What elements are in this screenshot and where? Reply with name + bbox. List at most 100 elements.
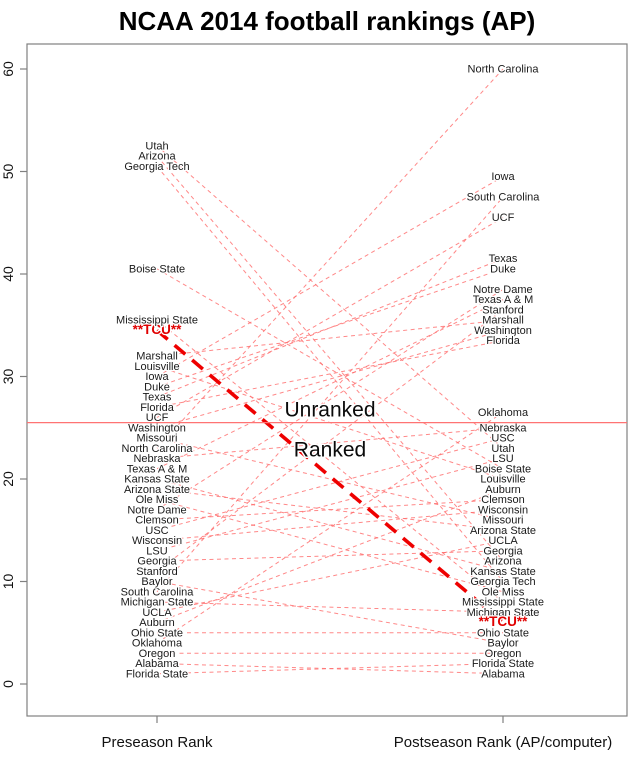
team-label-post: Oklahoma [478,407,529,419]
team-line [156,176,504,377]
team-label-pre: Florida State [126,668,188,680]
y-tick-label: 10 [0,574,16,590]
team-label-pre-highlight: **TCU** [133,322,183,337]
team-label-post: South Carolina [467,192,541,204]
zone-label-unranked: Unranked [284,399,375,422]
team-label-post: Ohio State [477,627,529,639]
team-label-post: Oregon [485,648,522,660]
team-line [156,509,504,541]
team-label-pre: Iowa [145,371,169,383]
team-line [156,268,504,470]
team-label-post: Ole Miss [482,586,525,598]
team-line [156,540,504,613]
team-label-pre: Duke [144,381,170,393]
team-label-post: Nebraska [479,422,527,434]
team-label-pre: UCLA [142,607,172,619]
team-label-pre: Oregon [139,648,176,660]
y-tick-label: 50 [0,164,16,180]
team-label-post: Baylor [487,638,519,650]
team-label-pre: Georgia Tech [124,161,189,173]
team-label-pre: Missouri [137,433,178,445]
team-label-post: Alabama [481,668,525,680]
team-label-post: UCF [492,212,515,224]
team-label-pre: Utah [145,140,168,152]
zone-label-ranked: Ranked [294,439,366,462]
team-label-pre: Ole Miss [136,494,179,506]
team-label-post: Iowa [491,171,515,183]
plot-border [26,43,628,717]
team-label-post: Boise State [475,463,531,475]
team-label-pre: Florida [140,402,175,414]
team-label-post: Georgia Tech [470,576,535,588]
team-line [156,155,504,562]
team-line [156,217,504,418]
team-label-post: North Carolina [468,64,540,76]
team-label-pre: Texas [143,392,172,404]
x-axis-label-pre: Preseason Rank [102,734,213,751]
team-label-post: Louisville [480,474,525,486]
team-label-post: Wisconsin [478,504,528,516]
team-label-pre: Michigan State [121,597,194,609]
team-line [156,145,504,449]
team-label-post: Arizona [484,556,522,568]
team-label-pre: Clemson [135,515,178,527]
team-label-pre: UCF [146,412,169,424]
team-line [156,196,504,593]
team-label-post: Utah [491,443,514,455]
team-line-highlight [155,328,505,624]
team-label-pre: Alabama [135,658,179,670]
team-label-post: Georgia [483,545,523,557]
team-label-pre: Nebraska [133,453,181,465]
team-line [156,268,504,388]
team-label-post: Arizona State [470,525,536,537]
team-label-post: UCLA [488,535,518,547]
team-label-pre: Marshall [136,351,178,363]
team-line [156,309,504,572]
team-line [156,68,504,449]
team-label-post: Texas [489,253,518,265]
team-label-pre: Oklahoma [132,638,183,650]
team-label-post: Marshall [482,315,524,327]
team-line [156,499,504,593]
team-line [156,601,504,613]
team-label-post: Texas A & M [473,294,534,306]
team-label-pre: North Carolina [122,443,194,455]
team-label-pre: Ohio State [131,627,183,639]
team-label-post: USC [491,433,514,445]
team-label-post: Mississippi State [462,597,544,609]
team-label-pre: Notre Dame [127,504,186,516]
team-label-post: Duke [490,263,516,275]
team-label-pre: Arizona State [124,484,190,496]
team-line [156,319,504,357]
team-line [156,288,504,511]
team-label-post: Florida [486,335,521,347]
team-label-post: Stanford [482,304,524,316]
team-line [156,437,504,521]
y-tick-label: 30 [0,369,16,385]
team-label-post: Missouri [483,515,524,527]
team-label-post: Auburn [485,484,520,496]
team-label-pre: Washington [128,422,186,434]
team-label-pre: Kansas State [124,474,189,486]
team-line [156,550,504,562]
team-label-pre: Georgia [137,556,177,568]
team-line [156,488,504,623]
team-label-pre: Baylor [141,576,173,588]
y-tick-label: 0 [0,680,16,688]
team-label-pre: Auburn [139,617,174,629]
chart-title: NCAA 2014 football rankings (AP) [118,6,536,36]
team-label-pre: USC [145,525,168,537]
team-label-post: Kansas State [470,566,535,578]
team-label-pre: South Carolina [121,586,195,598]
team-label-post: Michigan State [467,607,540,619]
team-label-pre: Texas A & M [127,463,188,475]
team-label-post: Washington [474,325,532,337]
y-tick-label: 60 [0,61,16,77]
team-label-post-highlight: **TCU** [479,614,529,629]
team-label-post: Clemson [481,494,524,506]
y-tick-label: 20 [0,471,16,487]
team-label-pre: Wisconsin [132,535,182,547]
x-axis-label-post: Postseason Rank (AP/computer) [394,734,612,751]
team-line [156,411,504,644]
